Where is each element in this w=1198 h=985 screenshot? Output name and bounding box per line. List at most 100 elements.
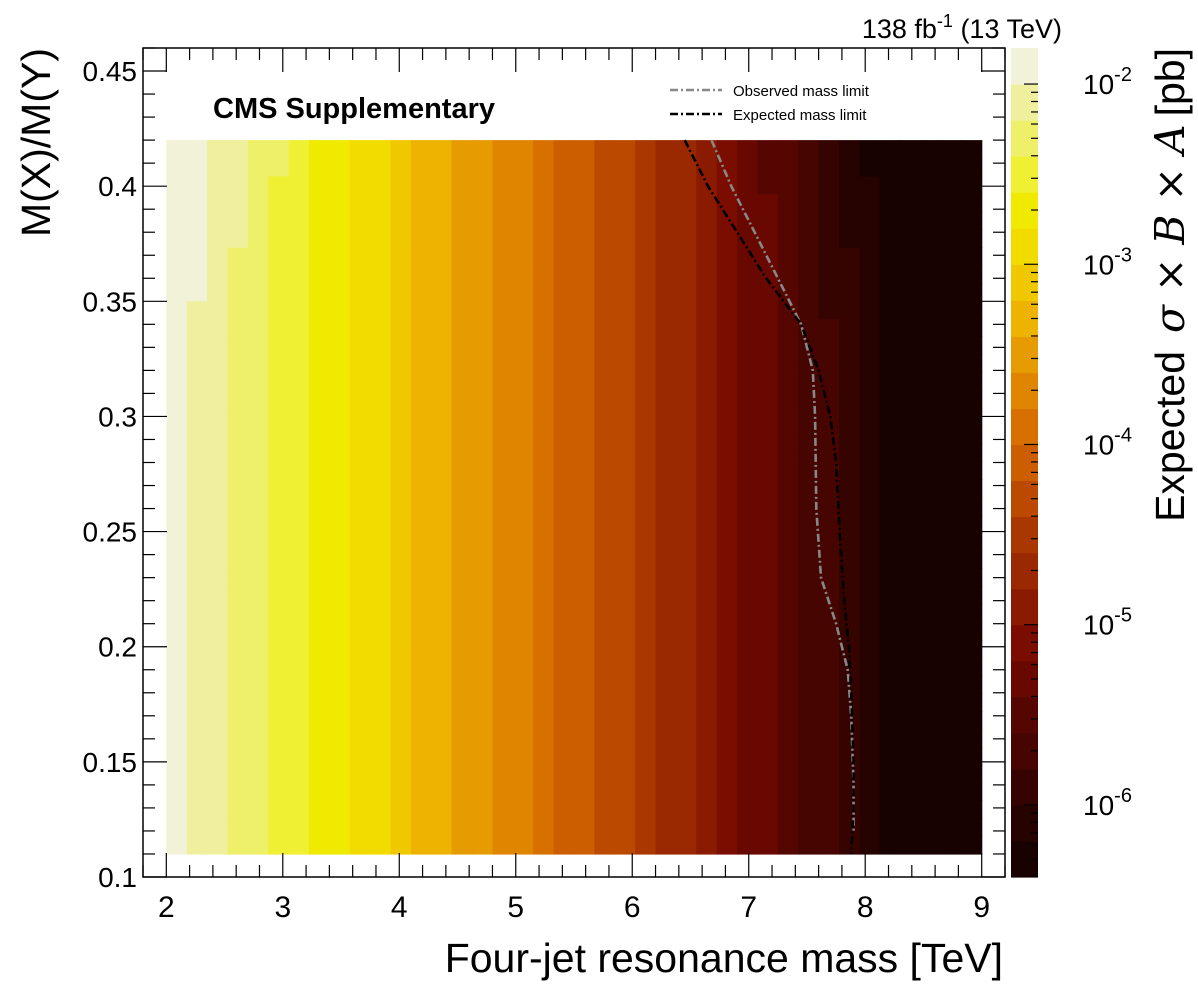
heatmap-cell xyxy=(798,229,820,248)
heatmap-cell xyxy=(655,461,677,480)
heatmap-cell xyxy=(737,836,759,855)
heatmap-cell xyxy=(512,711,534,730)
heatmap-cell xyxy=(247,621,269,641)
heatmap-cell xyxy=(451,354,473,373)
heatmap-cell xyxy=(879,354,901,373)
heatmap-cell xyxy=(247,425,269,445)
x-tick-label: 8 xyxy=(857,891,874,924)
heatmap-cell xyxy=(716,532,738,552)
heatmap-cell xyxy=(186,389,208,409)
heatmap-cell xyxy=(308,836,330,855)
heatmap-cell xyxy=(574,265,595,284)
heatmap-cell xyxy=(777,193,799,213)
heatmap-cell xyxy=(288,586,310,605)
heatmap-cell xyxy=(818,461,840,480)
heatmap-cell xyxy=(655,407,677,427)
heatmap-cell xyxy=(920,711,942,730)
heatmap-cell xyxy=(329,764,351,784)
heatmap-cell xyxy=(777,836,799,855)
heatmap-cell xyxy=(227,372,249,391)
heatmap-cell xyxy=(207,657,229,677)
heatmap-cell xyxy=(879,675,901,694)
heatmap-cell xyxy=(512,282,534,302)
heatmap-cell xyxy=(675,657,697,677)
heatmap-cell xyxy=(186,300,208,320)
heatmap-cell xyxy=(492,389,514,409)
heatmap-cell xyxy=(492,193,514,213)
heatmap-cell xyxy=(594,550,616,570)
heatmap-cell xyxy=(675,586,697,605)
heatmap-cell xyxy=(390,318,412,338)
heatmap-cell xyxy=(574,425,595,445)
heatmap-cell xyxy=(920,282,942,302)
heatmap-cell xyxy=(675,443,697,462)
heatmap-cell xyxy=(308,818,330,837)
heatmap-cell xyxy=(940,532,962,552)
heatmap-cell xyxy=(737,336,759,355)
heatmap-cell xyxy=(349,657,371,677)
heatmap-cell xyxy=(879,300,901,320)
heatmap-cell xyxy=(859,265,881,284)
heatmap-cell xyxy=(472,318,494,338)
heatmap-cell xyxy=(900,746,922,766)
heatmap-cell xyxy=(655,175,677,195)
heatmap-cell xyxy=(757,193,779,213)
heatmap-cell xyxy=(410,604,432,623)
heatmap-cell xyxy=(961,247,983,266)
heatmap-cell xyxy=(859,514,881,534)
heatmap-cell xyxy=(472,461,494,480)
heatmap-cell xyxy=(247,604,269,623)
heatmap-cell xyxy=(472,193,494,213)
heatmap-cell xyxy=(390,604,412,623)
heatmap-cell xyxy=(859,550,881,570)
heatmap-cell xyxy=(410,532,432,552)
heatmap-cell xyxy=(431,372,453,391)
heatmap-cell xyxy=(655,711,677,730)
heatmap-cell xyxy=(696,782,718,802)
heatmap-cell xyxy=(410,782,432,802)
heatmap-cell xyxy=(777,140,799,159)
heatmap-cell xyxy=(798,265,820,284)
heatmap-cell xyxy=(533,693,555,712)
heatmap-cell xyxy=(900,568,922,587)
heatmap-cell xyxy=(696,604,718,623)
heatmap-cell xyxy=(737,354,759,373)
heatmap-cell xyxy=(818,425,840,445)
heatmap-cell xyxy=(737,461,759,480)
heatmap-cell xyxy=(737,497,759,516)
heatmap-cell xyxy=(247,300,269,320)
heatmap-cell xyxy=(553,604,575,623)
heatmap-cell xyxy=(920,229,942,248)
heatmap-cell xyxy=(533,354,555,373)
heatmap-cell xyxy=(227,746,249,766)
heatmap-cell xyxy=(186,586,208,605)
heatmap-cell xyxy=(696,211,718,230)
heatmap-cell xyxy=(512,372,534,391)
heatmap-cell xyxy=(349,746,371,766)
heatmap-cell xyxy=(920,550,942,570)
heatmap-cell xyxy=(940,621,962,641)
heatmap-cell xyxy=(492,479,514,498)
heatmap-cell xyxy=(696,675,718,694)
heatmap-cell xyxy=(839,157,860,177)
heatmap-cell xyxy=(329,372,351,391)
heatmap-cell xyxy=(920,621,942,641)
heatmap-cell xyxy=(757,300,779,320)
heatmap-cell xyxy=(349,372,371,391)
heatmap-cell xyxy=(268,711,290,730)
heatmap-cell xyxy=(818,532,840,552)
heatmap-cell xyxy=(329,282,351,302)
heatmap-cell xyxy=(920,443,942,462)
heatmap-cell xyxy=(574,193,595,213)
heatmap-cell xyxy=(553,532,575,552)
heatmap-cell xyxy=(451,818,473,837)
heatmap-cell xyxy=(349,479,371,498)
heatmap-cell xyxy=(920,514,942,534)
x-tick-label: 3 xyxy=(274,891,291,924)
heatmap-cell xyxy=(186,639,208,659)
heatmap-cell xyxy=(553,300,575,320)
heatmap-cell xyxy=(370,836,392,855)
heatmap-cell xyxy=(940,818,962,837)
heatmap-cell xyxy=(961,836,983,855)
heatmap-cell xyxy=(798,300,820,320)
